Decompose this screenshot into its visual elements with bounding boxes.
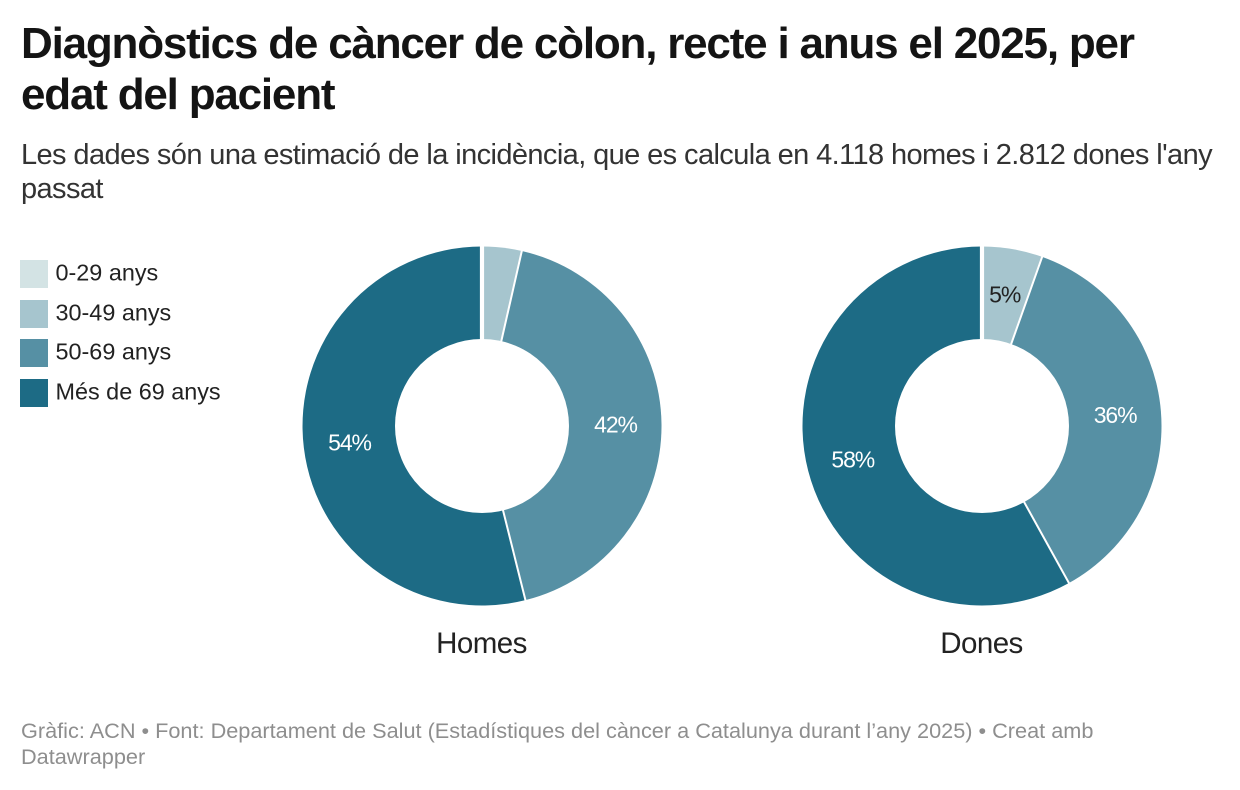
svg-text:58%: 58%	[831, 446, 874, 472]
svg-text:36%: 36%	[1094, 402, 1137, 428]
svg-text:42%: 42%	[594, 412, 637, 438]
svg-text:5%: 5%	[989, 281, 1021, 307]
svg-text:54%: 54%	[328, 429, 371, 455]
